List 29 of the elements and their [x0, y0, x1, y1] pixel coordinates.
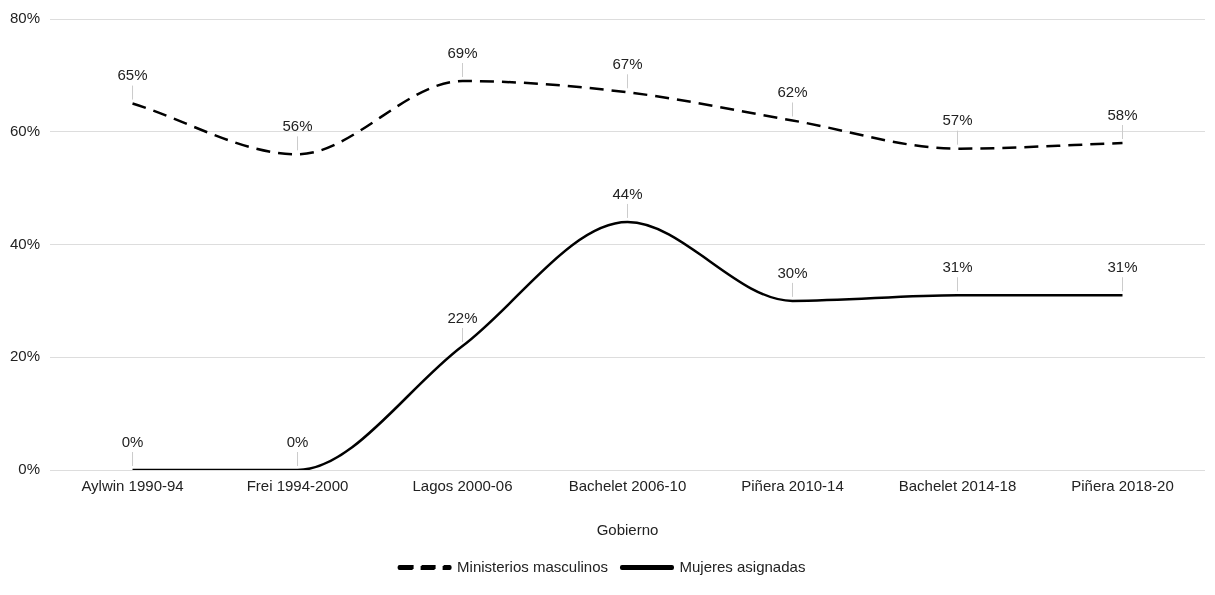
data-label: 31%: [1107, 257, 1138, 275]
legend-label: Ministerios masculinos: [457, 557, 608, 575]
data-label: 58%: [1107, 105, 1138, 123]
x-axis-title: Gobierno: [596, 521, 659, 539]
x-tick-label: Lagos 2000-06: [412, 477, 513, 495]
data-label: 0%: [121, 432, 144, 450]
x-tick-label: Piñera 2010-14: [741, 477, 844, 495]
y-tick-label: 20%: [9, 347, 41, 365]
y-tick-label: 0%: [18, 460, 41, 478]
data-label: 62%: [777, 83, 808, 101]
data-label: 0%: [286, 432, 309, 450]
x-tick-label: Bachelet 2014-18: [898, 477, 1017, 495]
y-tick-label: 80%: [9, 9, 41, 27]
y-tick-label: 60%: [9, 121, 41, 139]
x-tick-label: Bachelet 2006-10: [568, 477, 687, 495]
x-tick-label: Aylwin 1990-94: [81, 477, 184, 495]
data-label: 69%: [447, 43, 478, 61]
data-label: 67%: [612, 54, 643, 72]
data-label: 56%: [282, 116, 313, 134]
data-label: 31%: [942, 257, 973, 275]
data-label: 22%: [447, 308, 478, 326]
data-label: 57%: [942, 111, 973, 129]
x-tick-label: Piñera 2018-20: [1071, 477, 1174, 495]
legend-label: Mujeres asignadas: [679, 557, 806, 575]
data-label: 44%: [612, 184, 643, 202]
x-tick-label: Frei 1994-2000: [246, 477, 349, 495]
y-tick-label: 40%: [9, 234, 41, 252]
data-label: 65%: [117, 66, 148, 84]
data-label: 30%: [777, 263, 808, 281]
